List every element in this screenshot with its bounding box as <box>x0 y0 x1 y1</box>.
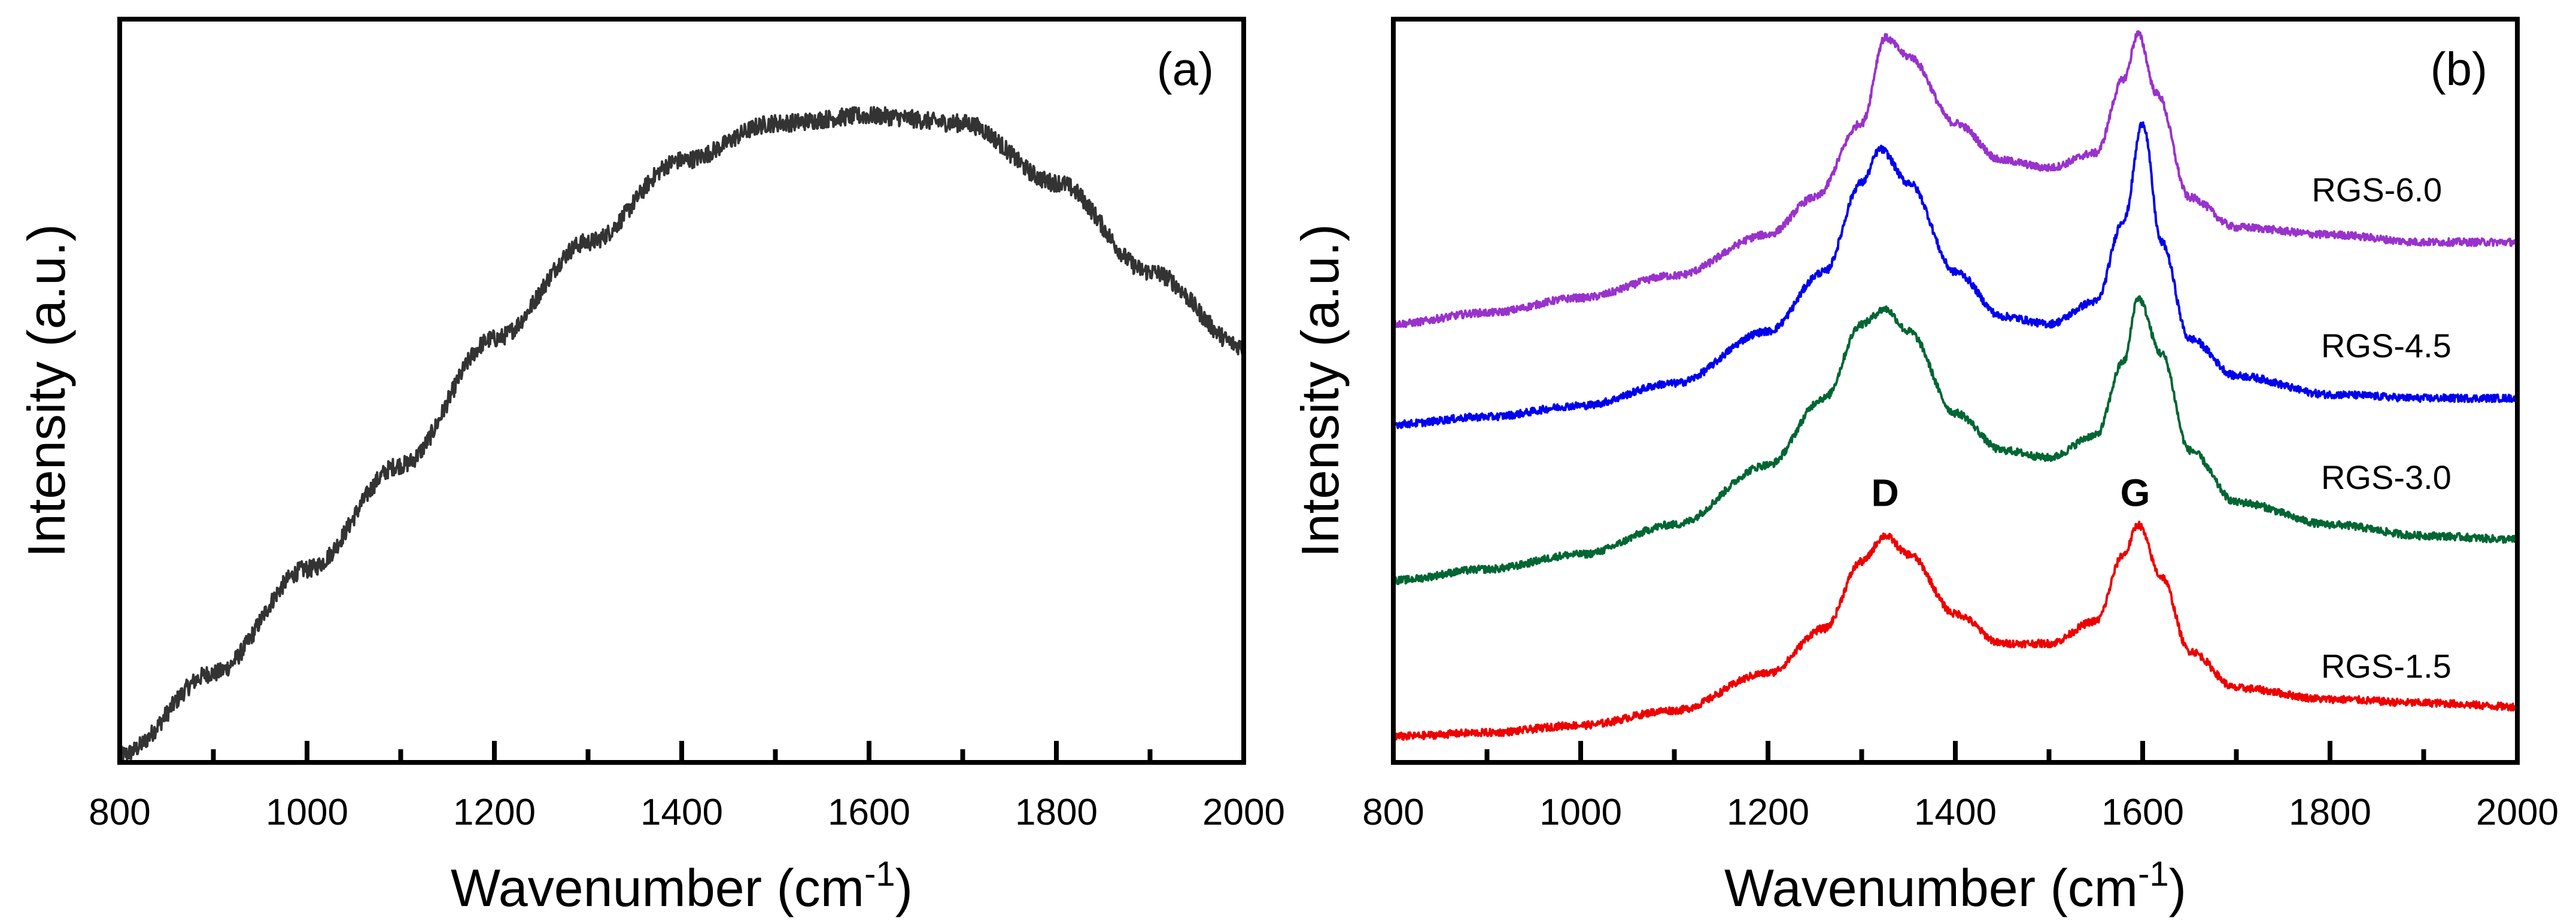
x-tick-label: 1800 <box>2289 792 2371 833</box>
x-tick-label: 2000 <box>2476 792 2559 833</box>
series-line-rgs-4-5 <box>1392 121 2519 429</box>
series-label: RGS-1.5 <box>2321 647 2452 685</box>
x-tick-label: 1400 <box>1914 792 1997 833</box>
x-tick-label: 1600 <box>2101 792 2184 833</box>
x-tick-label: 1200 <box>453 792 536 833</box>
panel-b: RGS-6.0 RGS-4.5 RGS-3.0 RGS-1.5 800 1000 1200 1… <box>1290 17 2559 917</box>
panel-a: 800 1000 1200 1400 1600 1800 2000 Wavenumber (c… <box>17 17 1285 917</box>
x-tick-label: 800 <box>1362 792 1424 833</box>
panel-label: (b) <box>2431 42 2487 95</box>
series-label: RGS-3.0 <box>2321 458 2452 496</box>
y-axis-title: Intensity (a.u.) <box>1290 224 1350 558</box>
series-line-rgs-1-5 <box>1392 521 2519 741</box>
panel-label: (a) <box>1157 42 1214 95</box>
x-tick-label: 1000 <box>266 792 348 833</box>
series-label: RGS-4.5 <box>2321 327 2452 364</box>
x-tick-label: 1600 <box>828 792 910 833</box>
series-line-rgs-3-0 <box>1392 295 2519 585</box>
x-tick-label: 1400 <box>640 792 723 833</box>
plot-frame <box>117 17 1246 765</box>
x-axis-title: Wavenumber (cm-1) <box>451 855 913 917</box>
x-axis-title: Wavenumber (cm-1) <box>1724 855 2186 917</box>
x-tick-label: 2000 <box>1202 792 1285 833</box>
y-axis-title: Intensity (a.u.) <box>17 224 76 558</box>
x-tick-label: 800 <box>89 792 150 833</box>
series-label: RGS-6.0 <box>2311 171 2442 208</box>
x-tick-label: 1000 <box>1539 792 1622 833</box>
series-line-spectrum <box>119 106 1245 762</box>
x-tick-label: 1800 <box>1015 792 1098 833</box>
series-line-rgs-6-0 <box>1392 30 2519 329</box>
peak-label-d: D <box>1872 472 1899 515</box>
x-tick-label: 1200 <box>1727 792 1809 833</box>
peak-label-g: G <box>2121 472 2150 515</box>
